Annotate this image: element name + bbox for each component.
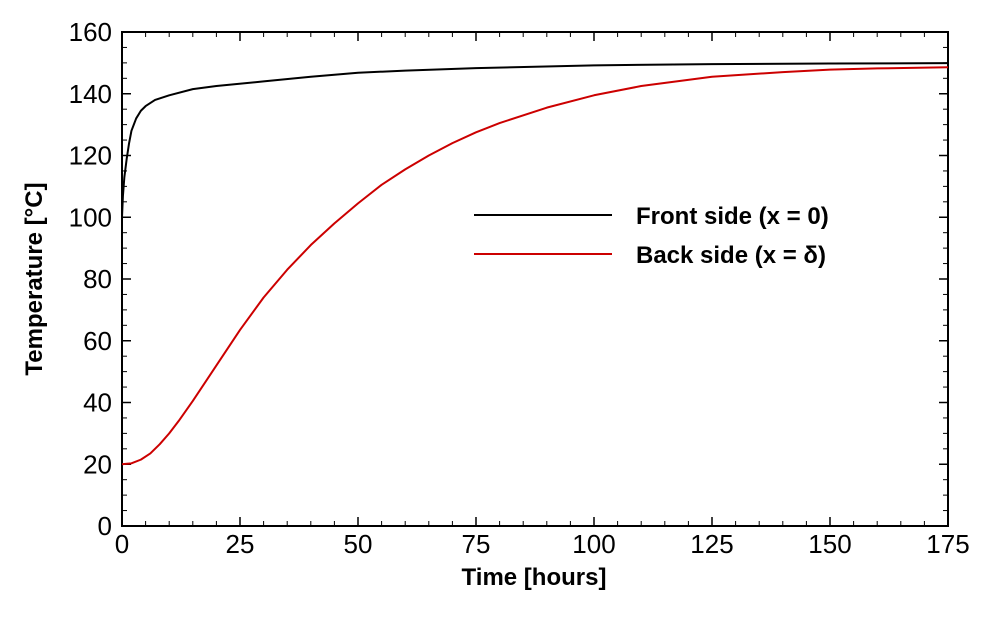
x-tick-label: 100 [572,529,615,559]
x-tick-label: 150 [808,529,851,559]
x-tick-label: 125 [690,529,733,559]
x-tick-label: 175 [926,529,969,559]
y-tick-label: 60 [83,326,112,356]
x-tick-label: 25 [226,529,255,559]
y-tick-label: 20 [83,449,112,479]
y-tick-label: 140 [69,79,112,109]
plot-frame [121,31,949,527]
x-axis-title: Time [hours] [462,564,607,591]
y-tick-label: 120 [69,141,112,171]
y-tick-label: 160 [69,17,112,47]
legend: Front side (x = 0) Back side (x = δ) [474,203,829,269]
legend-back-side-label: Back side (x = δ) [636,242,826,269]
y-tick-label: 0 [98,511,112,541]
x-tick-label: 0 [115,529,129,559]
back-side-series-line [121,66,949,466]
front-side-series-line [121,62,949,218]
y-tick-label: 40 [83,388,112,418]
legend-front-side-label: Front side (x = 0) [636,203,829,230]
y-axis-title: Temperature [°C] [21,182,48,375]
y-tick-label: 80 [83,264,112,294]
y-tick-label: 100 [69,202,112,232]
x-tick-label: 50 [344,529,373,559]
x-tick-label: 75 [462,529,491,559]
